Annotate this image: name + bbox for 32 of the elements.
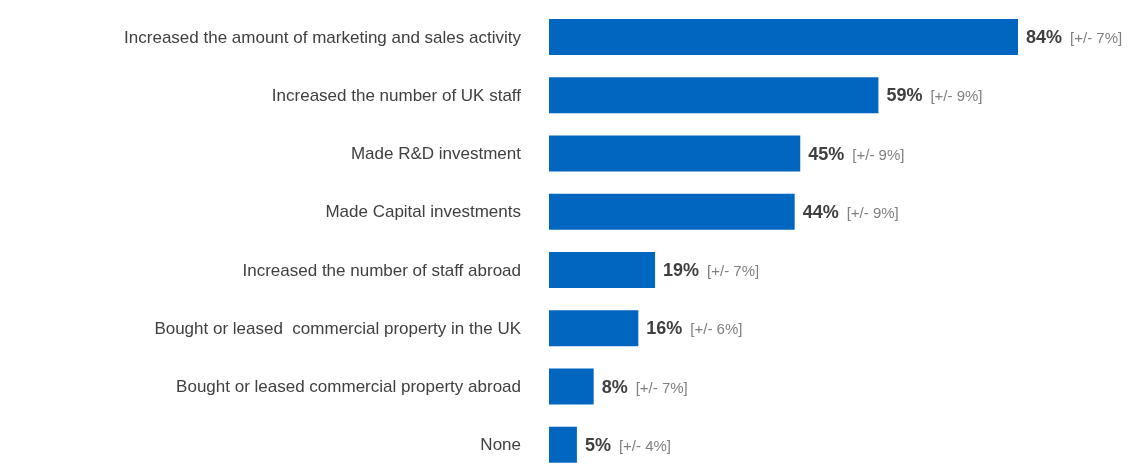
data-label: 44%	[802, 201, 839, 222]
annotation: [+/- 9%]	[852, 145, 905, 162]
data-label: 5%	[584, 434, 611, 455]
text: [+/- 7%]	[1070, 28, 1123, 46]
y-tick-label: Increased the amount of marketing and sales activity	[124, 27, 522, 47]
data-label: 45%	[808, 143, 845, 164]
data-label: 19%	[663, 260, 700, 280]
annotation: [+/- 7%]	[635, 378, 688, 395]
bar	[549, 426, 577, 463]
annotation: [+/- 4%]	[618, 436, 672, 454]
data-label: 59%	[886, 85, 923, 106]
bar	[549, 19, 1018, 55]
y-tick-label: None	[480, 435, 521, 455]
annotation: [+/- 6%]	[690, 319, 743, 337]
y-tick-label: Increased the number of UK staff	[271, 85, 522, 105]
data-label: 8%	[601, 376, 628, 397]
y-tick-label: Bought or leased commercial property abroad	[176, 377, 521, 397]
bar	[549, 252, 656, 288]
data-label: 84%	[1026, 27, 1063, 47]
data-label: 16%	[646, 318, 683, 339]
y-tick-label: Made Capital investments	[325, 202, 521, 222]
bar	[549, 193, 795, 230]
annotation: [+/- 7%]	[707, 261, 760, 279]
annotation: [+/- 9%]	[846, 203, 899, 221]
bar	[549, 135, 801, 172]
bar	[549, 77, 879, 114]
bar	[549, 368, 594, 405]
annotation: [+/- 9%]	[930, 86, 983, 104]
y-tick-label: Bought or leased commercial property in the UK	[154, 318, 522, 338]
bar	[549, 310, 639, 347]
y-tick-label: Made R&D investment	[350, 144, 522, 164]
y-tick-label: Increased the number of staff abroad	[242, 260, 521, 280]
